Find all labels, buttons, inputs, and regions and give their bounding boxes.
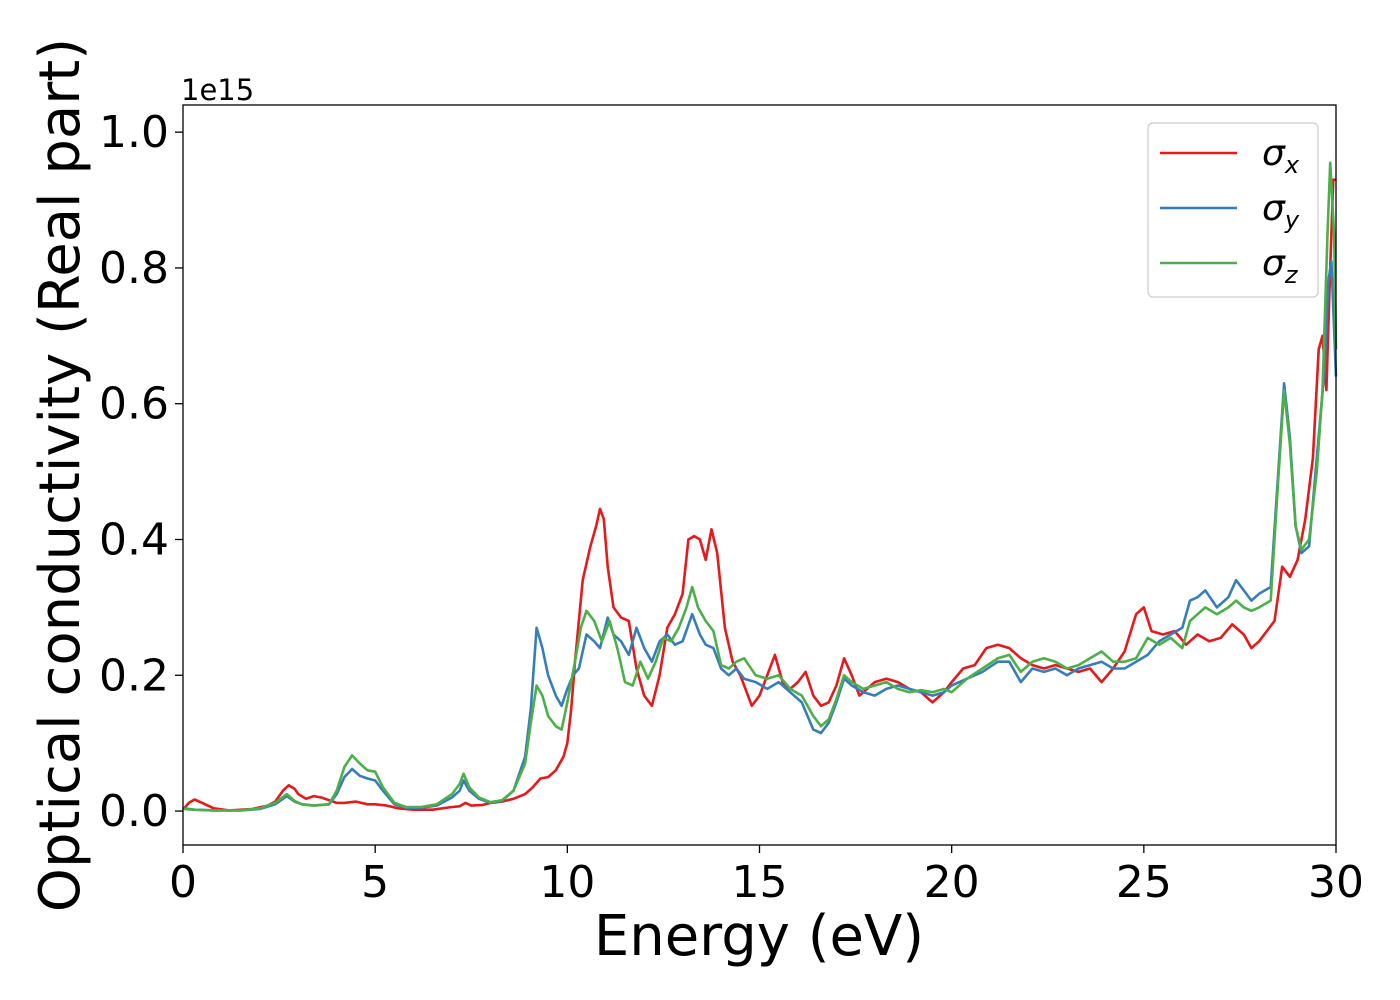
y-tick-label: 0.8: [99, 243, 169, 294]
x-tick-label: 15: [732, 857, 788, 908]
x-tick-label: 30: [1308, 857, 1364, 908]
y-axis: 0.0 0.2 0.4 0.6 0.8 1.0: [99, 107, 183, 837]
y-axis-title: Optical conductivity (Real part): [28, 38, 93, 912]
series-line-x: [182, 178, 1336, 812]
plot-background: [183, 105, 1336, 845]
y-tick-label: 0.0: [99, 786, 169, 837]
series-line-z: [182, 161, 1338, 812]
series-layer: [182, 161, 1338, 812]
legend-label-y: σy: [1262, 188, 1300, 234]
x-tick-label: 20: [924, 857, 980, 908]
x-tick-label: 5: [361, 857, 389, 908]
y-tick-label: 0.2: [99, 650, 169, 701]
legend-box: [1147, 122, 1319, 298]
y-tick-label: 0.6: [99, 379, 169, 430]
legend-label-x: σx: [1262, 133, 1300, 179]
y-tick-label: 0.4: [99, 514, 169, 565]
y-offset-label: 1e15: [181, 73, 254, 107]
legend: σx σy σz: [1147, 122, 1319, 298]
x-tick-label: 25: [1116, 857, 1172, 908]
x-axis-title: Energy (eV): [594, 904, 924, 969]
x-axis: 0 5 10 15 20 25 30: [169, 845, 1364, 908]
y-tick-label: 1.0: [99, 107, 169, 158]
legend-label-z: σz: [1262, 243, 1299, 289]
x-tick-label: 10: [539, 857, 595, 908]
x-tick-label: 0: [169, 857, 197, 908]
